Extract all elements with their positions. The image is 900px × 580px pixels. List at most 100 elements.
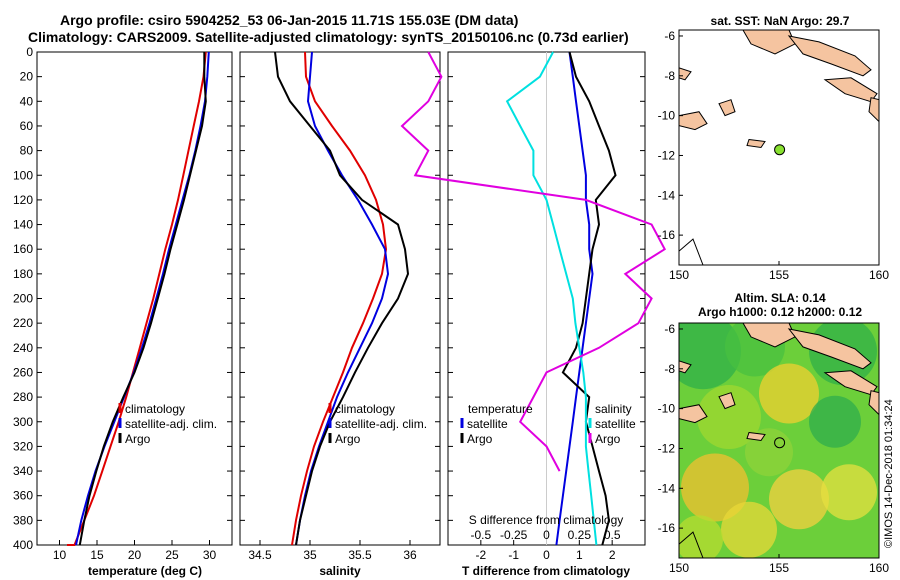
map-content <box>679 323 879 558</box>
argo-float-marker <box>774 437 786 449</box>
land-mass <box>823 77 878 103</box>
land-mass <box>679 404 708 424</box>
sst-map-panel: 150 155 160 -6 -8 -10 -12 -14 -16 <box>658 29 890 282</box>
sla-anomaly <box>679 515 723 558</box>
sla-anomaly <box>721 501 777 558</box>
legend-label: satellite <box>595 417 636 431</box>
imos-watermark: ©IMOS 14-Dec-2018 01:34:24 <box>883 399 895 548</box>
sst-map-title: sat. SST: NaN Argo: 29.7 <box>711 14 850 28</box>
land-mass <box>679 360 692 374</box>
land-mass <box>868 97 879 123</box>
land-mass <box>718 392 736 410</box>
series-climatology <box>291 51 388 546</box>
map-x-tick-label: 160 <box>869 561 889 575</box>
sla-anomaly <box>759 363 819 424</box>
x-tick-label: 2 <box>609 548 616 562</box>
map-y-tick-label: -6 <box>664 29 675 43</box>
y-tick-label: 300 <box>13 415 33 429</box>
y-tick-label: 360 <box>13 489 33 503</box>
sla-map-panel: 150 155 160 -6 -8 -10 -12 -14 -16 <box>658 322 890 575</box>
legend-label: satellite <box>467 417 508 431</box>
y-tick-label: 100 <box>13 168 33 182</box>
y-tick-label: 320 <box>13 439 33 453</box>
y-tick-label: 180 <box>13 267 33 281</box>
s-tick-label: 0.25 <box>568 528 592 542</box>
legend-title-temperature: temperature <box>468 402 533 416</box>
y-tick-label: 200 <box>13 292 33 306</box>
land-mass <box>787 35 872 77</box>
y-tick-label: 340 <box>13 464 33 478</box>
map-x-tick-label: 160 <box>869 268 889 282</box>
map-y-tick-label: -10 <box>658 402 676 416</box>
reef-outline <box>679 531 704 558</box>
s-tick-label: 0.5 <box>604 528 621 542</box>
x-tick-label: 20 <box>128 548 142 562</box>
s-tick-label: -0.25 <box>500 528 528 542</box>
map-y-tick-label: -12 <box>658 441 676 455</box>
x-tick-label: -1 <box>508 548 519 562</box>
y-tick-label: 260 <box>13 365 33 379</box>
series-argo <box>274 51 410 546</box>
p-sal-frame <box>239 51 441 546</box>
y-tick-label: 80 <box>20 144 34 158</box>
legend-label: Argo <box>467 432 493 446</box>
map-y-tick-label: -10 <box>658 109 676 123</box>
land-mass <box>679 67 692 81</box>
legend-title-salinity: salinity <box>595 402 632 416</box>
x-tick-label: 36 <box>403 548 417 562</box>
map-y-tick-label: -14 <box>658 481 676 495</box>
sla-map-title-line2: Argo h1000: 0.12 h2000: 0.12 <box>698 305 862 319</box>
y-tick-label: 60 <box>20 119 34 133</box>
s-tick-label: 0 <box>543 528 550 542</box>
difference-panel: -2 -1 0 1 2 -0.5 -0.25 0 0.25 0.5S difference fro… <box>400 51 667 562</box>
y-tick-label: 220 <box>13 316 33 330</box>
legend-label: Argo <box>125 432 151 446</box>
y-tick-label: 120 <box>13 193 33 207</box>
map-y-tick-label: -8 <box>664 69 675 83</box>
map-y-tick-label: -16 <box>658 228 676 242</box>
land-mass <box>718 99 736 117</box>
y-tick-label: 400 <box>13 538 33 552</box>
map-y-tick-label: -8 <box>664 362 675 376</box>
land-mass <box>742 30 796 55</box>
x-tick-label: 10 <box>53 548 67 562</box>
y-tick-label: 160 <box>13 242 33 256</box>
argo-float-marker <box>774 144 786 156</box>
land-mass <box>679 111 708 131</box>
y-tick-label: 380 <box>13 513 33 527</box>
legend-label: climatology <box>335 402 395 416</box>
sla-map-title-line1: Altim. SLA: 0.14 <box>734 291 826 305</box>
map-x-tick-label: 155 <box>769 561 789 575</box>
legend-label: Argo <box>335 432 361 446</box>
series-salinity-satellite <box>505 51 598 546</box>
series-climatology <box>67 51 207 546</box>
difference-xlabel: T difference from climatology <box>462 564 630 578</box>
series-temperature-argo <box>561 51 617 546</box>
x-tick-label: 35 <box>303 548 317 562</box>
land-mass <box>823 370 878 396</box>
sla-anomaly <box>769 469 829 530</box>
x-tick-label: -2 <box>475 548 486 562</box>
reef-outline <box>679 238 704 265</box>
temperature-panel: 10 15 20 25 30020406080100120140160180200220… <box>13 45 233 562</box>
figure-title-line2: Climatology: CARS2009. Satellite-adjuste… <box>28 29 629 45</box>
map-y-tick-label: -16 <box>658 521 676 535</box>
land-mass <box>746 138 766 149</box>
land-mass <box>787 328 872 370</box>
y-tick-label: 40 <box>20 94 34 108</box>
s-tick-label: -0.5 <box>470 528 491 542</box>
sla-anomaly <box>697 385 761 449</box>
y-tick-label: 140 <box>13 218 33 232</box>
land-mass <box>746 431 766 442</box>
x-tick-label: 1 <box>576 548 583 562</box>
map-x-tick-label: 150 <box>669 268 689 282</box>
land-mass <box>742 323 796 348</box>
map-y-tick-label: -6 <box>664 322 675 336</box>
sla-anomaly <box>809 395 861 448</box>
salinity-xlabel: salinity <box>319 564 361 578</box>
legend-label: satellite-adj. clim. <box>125 417 217 431</box>
y-tick-label: 280 <box>13 390 33 404</box>
series-salinity-argo <box>400 51 667 472</box>
